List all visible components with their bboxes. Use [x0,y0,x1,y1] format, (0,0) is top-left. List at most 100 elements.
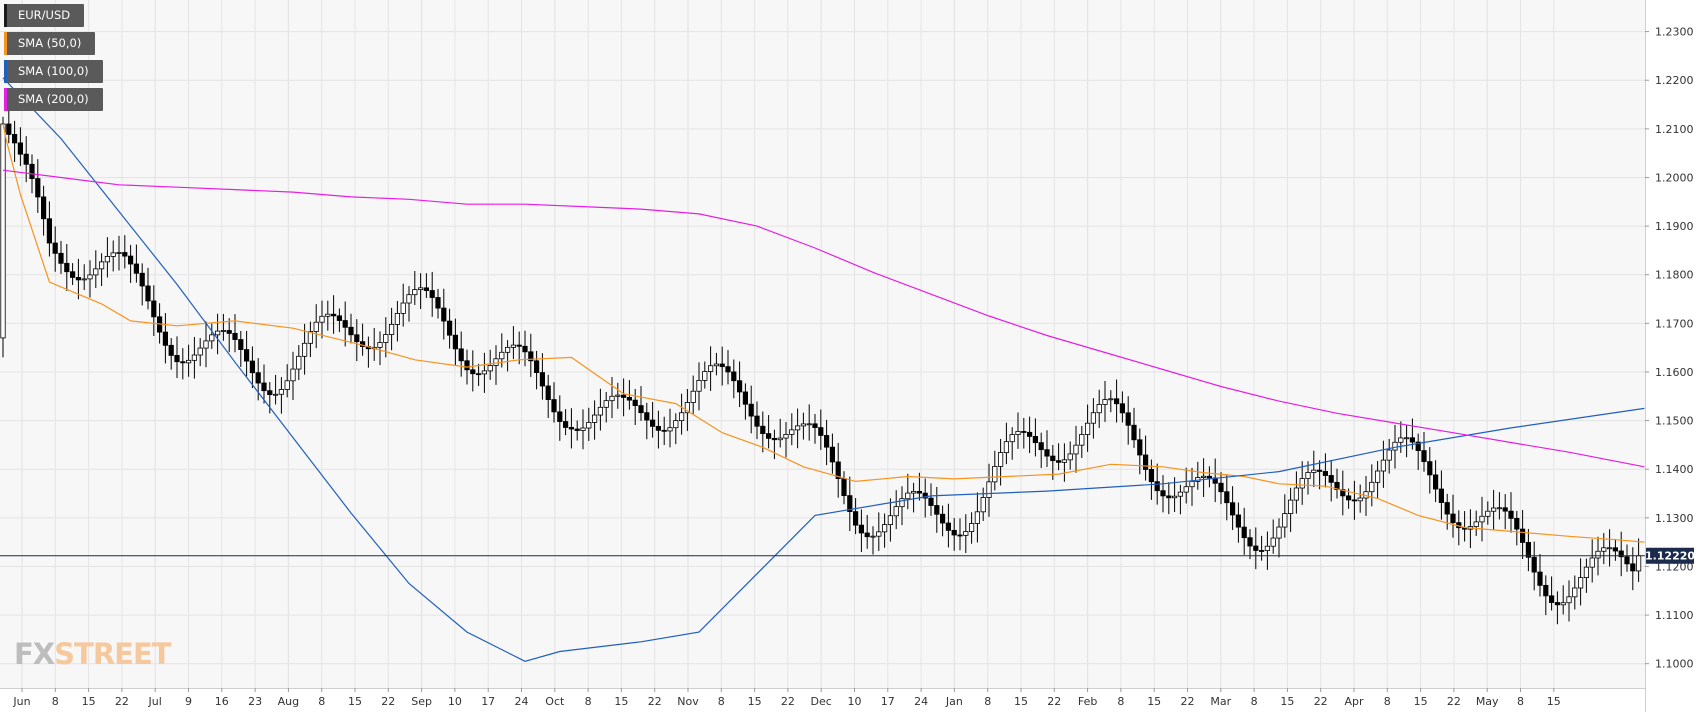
candle-body [1496,507,1502,510]
legend-swatch-sma100 [4,60,7,83]
candle-body [1438,488,1444,503]
candle-body [1160,490,1166,497]
candle-body [1502,507,1508,512]
legend-swatch-eurusd [4,4,7,27]
legend-label-sma100: SMA (100,0) [18,64,89,78]
candle-body [1061,459,1067,463]
candle-body [1508,510,1514,519]
candle-body [1021,431,1027,433]
x-tick-label: 22 [1447,695,1461,708]
candle-body [719,363,725,368]
candle-body [951,529,957,536]
y-tick-label: 1.1000 [1655,658,1694,671]
candle-body [661,429,667,432]
candle-body [406,294,412,304]
plot-background [0,0,1645,688]
candle-body [1206,475,1212,479]
candle-body [1612,547,1618,552]
candle-body [1218,482,1224,493]
candle-body [209,334,215,342]
logo-street-text: STREET [54,637,171,671]
x-tick-label: 15 [82,695,96,708]
candle-body [945,522,952,531]
x-tick-label: 15 [614,695,628,708]
candle-body [905,492,911,500]
candle-body [1311,469,1317,473]
candle-body [1096,404,1102,414]
candle-body [771,437,778,441]
candle-body [487,365,493,372]
sma-line-100 [2,77,1645,662]
candle-body [1380,459,1386,472]
candle-body [597,406,604,416]
candle-body [998,452,1004,467]
candle-body [545,385,551,400]
candle-body [528,351,534,362]
candle-body [52,242,58,254]
candle-body [713,363,720,367]
candle-body [0,123,6,339]
candle-body [1038,442,1044,451]
candle-body [354,334,360,343]
candle-body [342,320,348,328]
candle-body [29,163,35,179]
candle-body [679,412,685,422]
candle-body [1125,412,1131,426]
candle-body [1473,521,1479,527]
candle-body [1450,513,1456,524]
candle-body [1067,453,1073,461]
x-tick-label: Jun [12,695,30,708]
candle-body [1595,550,1601,559]
candle-body [104,256,110,263]
candle-body [963,531,969,536]
candle-body [858,524,865,534]
candle-body [522,345,528,353]
candle-body [493,358,499,366]
sma-line-50 [2,123,1645,543]
candle-body [180,361,186,364]
candle-body [592,414,598,423]
x-tick-label: 22 [1047,695,1061,708]
candle-body [1357,497,1363,502]
x-tick-label: Apr [1344,695,1364,708]
candle-body [563,421,569,428]
candle-body [1328,475,1334,483]
legend-item-sma50[interactable]: SMA (50,0) [4,32,96,55]
candle-body [911,490,917,494]
candle-body [1444,502,1450,515]
candle-body [551,399,557,413]
x-tick-label: 15 [1547,695,1561,708]
candle-body [1235,514,1241,528]
candle-body [249,360,255,374]
candle-body [191,354,197,361]
candle-body [58,252,64,264]
candle-body [203,340,209,349]
candle-body [557,411,563,422]
candle-body [127,255,134,265]
candle-body [458,348,464,362]
legend-item-eurusd[interactable]: EUR/USD [4,4,85,27]
candle-body [464,360,470,371]
legend-item-sma100[interactable]: SMA (100,0) [4,60,103,83]
x-tick-label: 17 [881,695,895,708]
y-tick-label: 1.2100 [1655,123,1694,136]
candle-body [75,277,81,281]
x-tick-label: Jan [945,695,963,708]
candle-body [1085,422,1091,435]
candle-body [1392,441,1398,451]
candle-body [644,412,650,421]
candle-body [446,320,453,336]
candle-body [17,142,24,155]
x-tick-label: 22 [1181,695,1195,708]
candle-body [580,427,586,431]
candle-body [928,497,934,506]
candle-body [1607,547,1613,550]
x-tick-label: Dec [811,695,832,708]
x-tick-label: 22 [781,695,795,708]
legend-item-sma200[interactable]: SMA (200,0) [4,88,103,111]
candle-body [1264,545,1270,551]
candle-body [615,394,621,397]
candle-body [64,262,70,273]
candle-body [835,461,841,479]
